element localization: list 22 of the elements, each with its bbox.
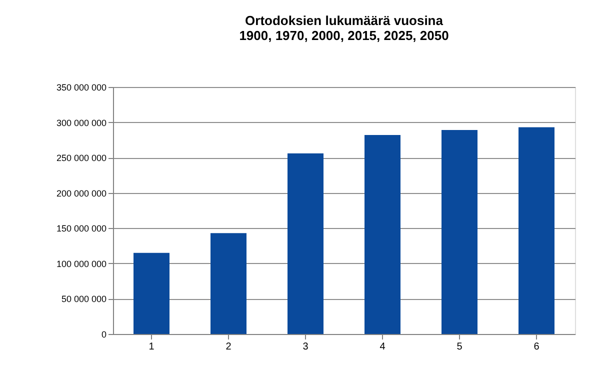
y-tick-label: 200 000 000 — [56, 188, 106, 198]
bar — [210, 233, 246, 334]
x-tick-label: 6 — [534, 342, 540, 352]
x-tick-label: 4 — [380, 342, 386, 352]
y-tick-label: 0 — [101, 330, 106, 340]
text: Ortodoksien lukumäärä vuosina — [245, 13, 443, 28]
bar — [364, 134, 400, 334]
y-tick-label: 100 000 000 — [56, 258, 106, 269]
y-tick-label: 250 000 000 — [56, 153, 106, 164]
x-tick-label: 5 — [456, 342, 463, 352]
y-tick-label: 350 000 000 — [56, 82, 106, 92]
text: 1900, 1970, 2000, 2015, 2025, 2050 — [239, 28, 449, 43]
bar — [288, 153, 324, 334]
bar — [518, 127, 554, 334]
x-tick-label: 2 — [226, 342, 232, 352]
y-tick-label: 300 000 000 — [56, 118, 106, 128]
y-tick-label: 150 000 000 — [56, 224, 106, 234]
bar — [134, 252, 170, 334]
x-tick-label: 1 — [148, 342, 155, 352]
y-tick-label: 50 000 000 — [61, 294, 106, 304]
bar — [442, 130, 478, 334]
x-tick-label: 3 — [302, 342, 309, 352]
